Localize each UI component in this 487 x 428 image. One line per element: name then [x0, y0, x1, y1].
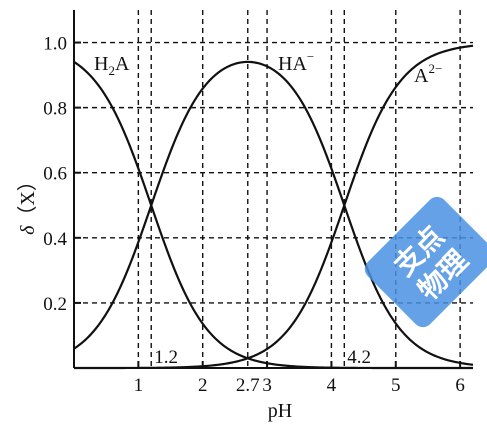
y-tick-label-1-0: 1.0 [43, 34, 67, 55]
annotation-2-7: 2.7 [236, 375, 260, 396]
x-tick-label-3: 3 [262, 375, 272, 396]
annotation-1-2: 1.2 [154, 347, 178, 368]
x-tick-label-2: 2 [198, 375, 208, 396]
series-label-ha: HA− [278, 49, 314, 75]
axes [73, 10, 473, 369]
x-tick-label-6: 6 [455, 375, 465, 396]
x-tick-label-4: 4 [327, 375, 337, 396]
y-tick-label-0-6: 0.6 [43, 164, 67, 185]
watermark-background [364, 196, 487, 328]
x-axis-title: pH [268, 400, 292, 422]
series-label-h2a: H2A [94, 53, 130, 78]
series-label-a: A2− [414, 61, 442, 87]
tick-labels: 1 2 3 4 5 6 0.2 0.4 0.6 0.8 1.0 [43, 34, 465, 396]
y-tick-label-0-8: 0.8 [43, 99, 67, 120]
x-tick-label-5: 5 [391, 375, 401, 396]
annotations: 1.2 2.7 4.2 [154, 347, 371, 396]
annotation-4-2: 4.2 [347, 347, 371, 368]
y-tick-label-0-2: 0.2 [43, 294, 67, 315]
x-tick-label-1: 1 [134, 375, 144, 396]
watermark-stamp: 支点 物理 [364, 196, 487, 328]
y-tick-label-0-4: 0.4 [43, 229, 67, 250]
curve-ha [73, 60, 474, 366]
y-axis-title: δ（X） [16, 171, 39, 235]
y-axis-title-text: δ（X） [16, 171, 39, 235]
